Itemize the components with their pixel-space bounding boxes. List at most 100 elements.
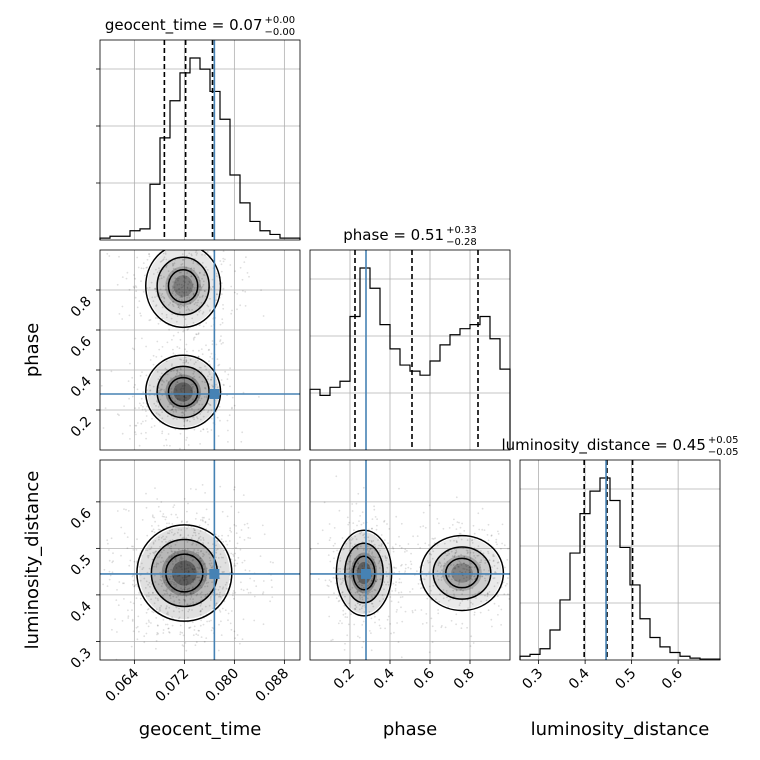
scatter-point xyxy=(457,555,460,558)
scatter-point xyxy=(172,305,175,307)
scatter-point xyxy=(504,584,507,587)
scatter-point xyxy=(271,586,273,589)
scatter-point xyxy=(454,566,456,569)
scatter-point xyxy=(222,541,225,543)
scatter-point xyxy=(362,620,365,623)
scatter-point xyxy=(164,288,167,291)
scatter-point xyxy=(176,381,179,383)
scatter-point xyxy=(366,592,369,595)
scatter-point xyxy=(204,594,207,596)
scatter-point xyxy=(360,523,363,526)
scatter-point xyxy=(187,402,190,405)
scatter-point xyxy=(172,290,175,293)
scatter-point xyxy=(204,381,206,384)
scatter-point xyxy=(112,560,114,563)
scatter-point xyxy=(123,598,125,600)
scatter-point xyxy=(116,283,119,286)
scatter-point xyxy=(373,505,375,508)
scatter-point xyxy=(222,307,225,310)
scatter-point xyxy=(229,529,232,532)
scatter-point xyxy=(128,314,131,317)
scatter-point xyxy=(209,356,212,358)
scatter-point xyxy=(190,253,193,256)
scatter-point xyxy=(369,591,371,593)
scatter-point xyxy=(439,566,442,568)
scatter-point xyxy=(335,475,338,478)
y-tick-label: 0.2 xyxy=(68,414,95,441)
scatter-point xyxy=(211,566,214,569)
scatter-point xyxy=(358,608,361,611)
scatter-point xyxy=(240,581,242,584)
scatter-point xyxy=(350,613,352,615)
scatter-point xyxy=(163,581,166,584)
scatter-point xyxy=(195,488,197,491)
contour-line xyxy=(156,365,210,419)
scatter-point xyxy=(189,287,192,290)
scatter-point xyxy=(193,418,196,421)
scatter-point xyxy=(177,617,180,620)
scatter-point xyxy=(151,610,154,613)
scatter-point xyxy=(197,552,200,554)
scatter-point xyxy=(168,586,171,588)
scatter-point xyxy=(353,558,356,561)
scatter-point xyxy=(169,597,172,599)
scatter-point xyxy=(166,415,169,418)
scatter-point xyxy=(204,605,207,608)
scatter-point xyxy=(197,629,200,632)
scatter-point xyxy=(341,581,343,584)
scatter-point xyxy=(370,617,373,620)
scatter-point xyxy=(165,536,168,538)
scatter-point xyxy=(357,562,359,565)
scatter-point xyxy=(422,511,425,514)
scatter-point xyxy=(118,581,121,583)
density-level xyxy=(151,539,218,607)
scatter-point xyxy=(321,529,324,532)
scatter-point xyxy=(171,616,174,619)
scatter-point xyxy=(259,555,262,557)
scatter-point xyxy=(186,541,189,543)
scatter-point xyxy=(242,618,245,621)
scatter-point xyxy=(175,409,177,412)
scatter-point xyxy=(192,581,195,583)
scatter-point xyxy=(348,575,351,578)
scatter-point xyxy=(164,538,167,540)
scatter-point xyxy=(170,582,173,585)
scatter-point xyxy=(184,600,186,603)
scatter-point xyxy=(143,635,146,638)
scatter-point xyxy=(371,518,374,520)
scatter-point xyxy=(340,583,342,585)
scatter-point xyxy=(421,623,424,625)
scatter-point xyxy=(155,268,157,271)
scatter-point xyxy=(190,537,193,539)
scatter-point xyxy=(439,571,442,574)
scatter-point xyxy=(157,378,160,380)
scatter-point xyxy=(369,547,372,550)
scatter-point xyxy=(497,561,500,564)
scatter-point xyxy=(457,565,459,568)
scatter-point xyxy=(195,641,198,644)
panel-frame xyxy=(99,39,301,241)
scatter-point xyxy=(193,303,196,306)
scatter-point xyxy=(181,644,184,646)
scatter-point xyxy=(203,409,206,411)
scatter-point xyxy=(346,616,349,619)
scatter-point xyxy=(484,594,486,597)
scatter-point xyxy=(473,575,476,577)
scatter-point xyxy=(416,570,418,573)
scatter-point xyxy=(220,270,223,273)
scatter-point xyxy=(189,488,192,490)
scatter-point xyxy=(151,514,154,517)
scatter-point xyxy=(262,315,265,317)
scatter-point xyxy=(446,596,448,599)
scatter-point xyxy=(436,575,439,577)
x-tick-label: 0.4 xyxy=(371,665,398,692)
scatter-point xyxy=(183,395,186,398)
scatter-point xyxy=(149,384,151,387)
scatter-point xyxy=(199,599,202,602)
density-level xyxy=(433,546,491,600)
scatter-point xyxy=(239,548,242,551)
scatter-point xyxy=(488,569,490,572)
scatter-point xyxy=(453,593,455,596)
scatter-point xyxy=(474,578,476,581)
